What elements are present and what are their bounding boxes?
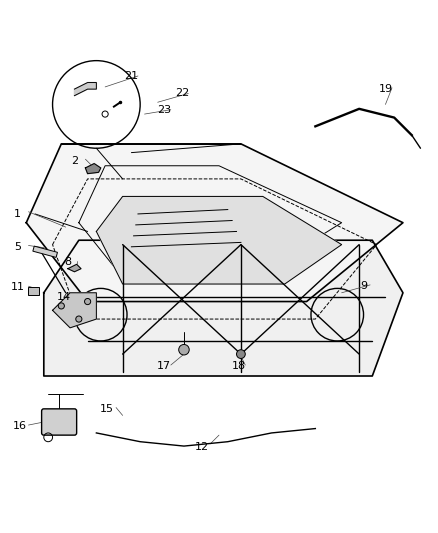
Polygon shape <box>74 83 96 96</box>
Text: 16: 16 <box>13 422 27 431</box>
Polygon shape <box>53 179 377 319</box>
Polygon shape <box>85 164 101 174</box>
Text: 1: 1 <box>14 209 21 219</box>
Bar <box>28 287 39 295</box>
Bar <box>33 246 57 257</box>
Circle shape <box>179 344 189 355</box>
Text: 17: 17 <box>157 361 171 372</box>
Polygon shape <box>53 293 96 328</box>
Text: 2: 2 <box>71 156 78 166</box>
Circle shape <box>58 303 64 309</box>
Polygon shape <box>68 264 81 272</box>
Polygon shape <box>96 197 342 284</box>
Polygon shape <box>44 240 403 376</box>
FancyBboxPatch shape <box>42 409 77 435</box>
Text: 11: 11 <box>11 282 25 292</box>
Text: 5: 5 <box>14 242 21 252</box>
Polygon shape <box>26 144 403 302</box>
Circle shape <box>85 298 91 304</box>
Circle shape <box>76 316 82 322</box>
Text: 18: 18 <box>232 361 246 372</box>
Text: 14: 14 <box>57 292 71 302</box>
Text: 19: 19 <box>378 84 392 94</box>
Text: 23: 23 <box>157 104 171 115</box>
Text: 12: 12 <box>194 442 208 452</box>
Text: 15: 15 <box>100 404 114 414</box>
Text: 22: 22 <box>175 88 189 99</box>
Text: 9: 9 <box>360 281 367 291</box>
Text: 8: 8 <box>64 257 71 267</box>
Circle shape <box>237 350 245 359</box>
Text: 21: 21 <box>124 71 138 81</box>
